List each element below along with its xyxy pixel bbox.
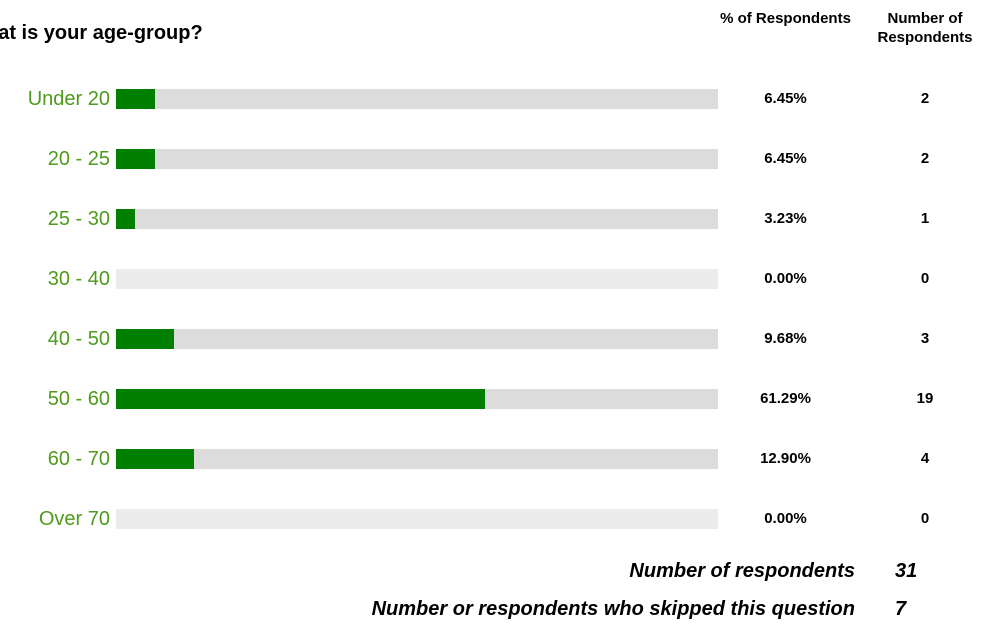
category-label: Under 20 [27,88,110,110]
bar-track [116,329,718,349]
bar-track [116,89,718,109]
category-label: 25 - 30 [47,208,110,230]
category-label: 20 - 25 [47,148,110,170]
skipped-label: Number or respondents who skipped this q… [371,598,855,620]
bar-track [116,509,718,529]
count-value: 19 [916,390,934,407]
count-value: 4 [920,450,930,467]
chart-title: hat is your age-group? [0,22,203,44]
category-label: 40 - 50 [47,328,110,350]
percent-value: 0.00% [764,510,807,527]
bar-track [116,449,718,469]
count-value: 2 [920,150,930,167]
count-column-header: Number of Respondents [877,10,973,46]
category-label: Over 70 [38,508,110,530]
count-value: 0 [920,510,930,527]
category-label: 30 - 40 [47,268,110,290]
percent-value: 6.45% [764,90,807,107]
respondents-label: Number of respondents [629,560,855,582]
category-label: 50 - 60 [47,388,110,410]
percent-value: 9.68% [764,330,807,347]
bar-track [116,149,718,169]
percent-value: 3.23% [764,210,807,227]
bar [116,389,485,409]
bar [116,149,155,169]
bar [116,89,155,109]
bar-track [116,389,718,409]
percent-column-header: % of Respondents [720,10,851,27]
bar-track [116,269,718,289]
bar-track [116,209,718,229]
bar [116,209,136,229]
count-value: 3 [920,330,930,347]
percent-value: 12.90% [760,450,811,467]
bar [116,449,194,469]
skipped-value: 7 [895,598,907,620]
percent-value: 0.00% [764,270,807,287]
percent-value: 6.45% [764,150,807,167]
bar [116,329,175,349]
respondents-value: 31 [895,560,918,582]
count-value: 0 [920,270,930,287]
category-label: 60 - 70 [47,448,110,470]
count-value: 1 [920,210,930,227]
count-value: 2 [920,90,930,107]
percent-value: 61.29% [760,390,811,407]
